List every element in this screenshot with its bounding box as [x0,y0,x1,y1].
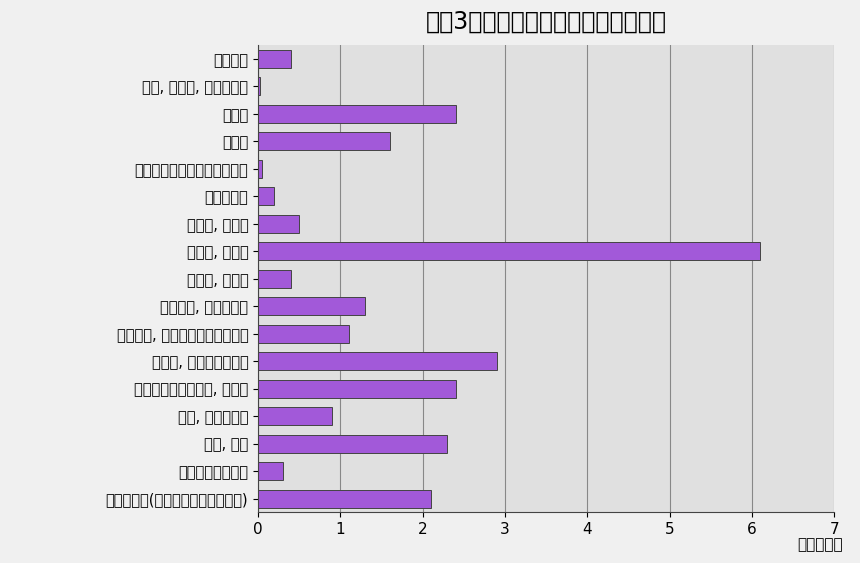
Bar [258,187,274,205]
Bar [258,50,291,68]
Bar [258,297,365,315]
Title: 令和3年の産業別事業所数（鳥取県）: 令和3年の産業別事業所数（鳥取県） [426,10,666,33]
Bar [258,105,456,123]
Bar [258,325,348,343]
Bar [258,77,261,95]
Bar [258,270,291,288]
Bar [258,462,283,480]
Bar [258,132,390,150]
Bar [258,352,497,370]
Bar [258,379,456,397]
Text: （千か所）: （千か所） [797,537,843,552]
Bar [258,242,760,260]
Bar [258,435,447,453]
Bar [258,160,262,178]
Bar [258,215,299,233]
Bar [258,407,332,425]
Bar [258,490,431,507]
